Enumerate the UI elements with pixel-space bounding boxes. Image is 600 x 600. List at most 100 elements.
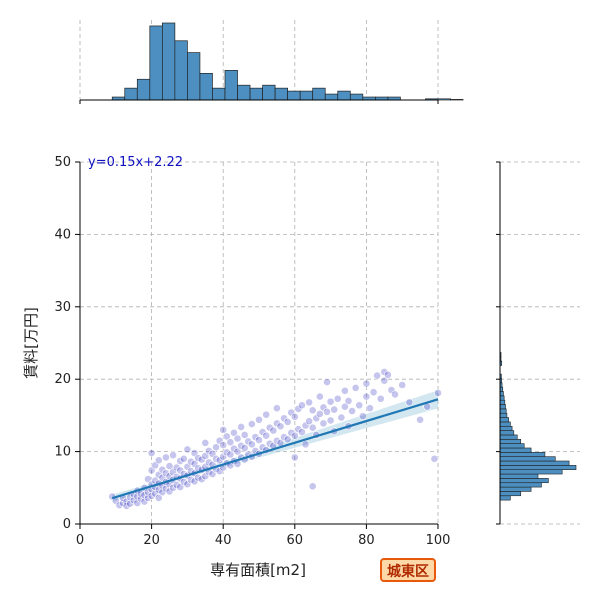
right-hist-bar: [499, 443, 525, 449]
x-axis-title: 専有面積[m2]: [210, 561, 306, 579]
scatter-point: [333, 394, 342, 403]
x-tick-label: 0: [76, 533, 84, 548]
scatter-point: [405, 398, 414, 407]
scatter-point: [362, 392, 371, 401]
top-hist-bar: [199, 72, 213, 101]
scatter-point: [147, 449, 156, 457]
scatter-point: [383, 370, 392, 379]
scatter-point: [344, 397, 353, 405]
scatter-point: [154, 456, 163, 465]
scatter-point: [226, 438, 235, 447]
scatter-point: [305, 417, 314, 426]
scatter-point: [391, 390, 399, 399]
scatter-point: [305, 398, 314, 407]
scatter-point: [308, 423, 317, 432]
right-hist-bar: [499, 425, 513, 431]
right-hist-bar: [499, 495, 511, 501]
right-hist-bar: [499, 399, 506, 405]
y-tick-label: 30: [54, 300, 71, 315]
scatter-point: [290, 431, 299, 440]
scatter-point: [233, 447, 242, 456]
scatter-point: [169, 451, 177, 460]
scatter-point: [355, 401, 364, 410]
right-hist-bar: [499, 404, 506, 410]
right-hist-bar: [499, 456, 556, 462]
right-hist-bar: [499, 491, 522, 497]
regression-line: [111, 398, 439, 500]
scatter-point: [219, 425, 228, 434]
scatter-point: [240, 444, 249, 452]
top-hist-bar: [274, 87, 288, 101]
scatter-points: [108, 368, 442, 510]
district-badge: 城東区: [380, 558, 436, 582]
right-hist-bar: [499, 486, 532, 492]
right-hist-bar: [499, 430, 515, 436]
right-hist-bar: [499, 391, 504, 397]
y-axis-title: 賃料[万円]: [22, 307, 40, 379]
scatter-point: [330, 405, 339, 414]
right-hist-bar: [499, 434, 518, 440]
right-hist-bar: [499, 421, 511, 427]
scatter-point: [262, 410, 271, 419]
top-hist-bar: [149, 25, 163, 101]
right-hist-bar: [499, 460, 570, 466]
scatter-point: [308, 406, 317, 415]
scatter-point: [298, 401, 306, 410]
scatter-point: [362, 379, 371, 388]
scatter-point: [233, 434, 242, 443]
top-hist-bar: [450, 99, 464, 101]
top-hist-bar: [349, 93, 364, 101]
right-hist-bar: [499, 447, 532, 453]
top-hist-bar: [299, 90, 314, 101]
scatter-point: [201, 439, 210, 447]
scatter-point: [416, 415, 424, 424]
right-hist-bar: [499, 408, 507, 414]
scatter-point: [398, 381, 407, 389]
right-histogram-gridlines: [500, 161, 580, 525]
right-hist-bar: [499, 469, 563, 475]
top-hist-bar: [262, 84, 276, 101]
right-hist-bar: [499, 473, 539, 479]
scatter-point: [290, 453, 299, 462]
right-hist-bar: [499, 395, 505, 401]
scatter-point: [222, 432, 231, 441]
scatter-point: [434, 389, 442, 397]
top-hist-bar: [249, 87, 263, 101]
scatter-point: [323, 378, 331, 386]
y-tick-label: 50: [54, 155, 71, 170]
scatter-point: [380, 376, 389, 385]
scatter-point: [358, 412, 367, 421]
top-hist-bar: [324, 93, 339, 101]
scatter-point: [323, 407, 331, 416]
x-tick-label: 100: [426, 533, 451, 548]
scatter-point: [326, 397, 335, 406]
scatter-point: [348, 407, 356, 415]
y-tick-label: 0: [63, 517, 71, 532]
scatter-point: [315, 392, 324, 401]
y-tick-label: 40: [54, 227, 71, 242]
scatter-point: [351, 383, 360, 392]
scatter-point: [183, 445, 192, 454]
top-hist-bar: [312, 87, 326, 101]
scatter-point: [283, 418, 292, 426]
right-hist-bar: [499, 478, 549, 484]
scatter-point: [255, 436, 263, 444]
scatter-point: [301, 440, 310, 449]
scatter-point: [247, 420, 256, 428]
x-tick-label: 60: [287, 533, 304, 548]
top-hist-bar: [124, 87, 138, 101]
scatter-point: [376, 394, 385, 403]
scatter-point: [226, 450, 235, 459]
scatter-point: [341, 386, 349, 395]
right-hist-bar: [499, 452, 546, 457]
top-hist-bar: [212, 87, 226, 101]
scatter-point: [337, 413, 346, 422]
tick-labels: 0 20 40 60 80 100 0 10 20 30 40 50: [54, 155, 450, 548]
right-hist-bar: [499, 417, 509, 423]
scatter-point: [154, 494, 163, 502]
scatter-point: [272, 404, 281, 413]
top-hist-bar: [337, 90, 351, 101]
x-tick-label: 40: [215, 533, 232, 548]
scatter-point: [430, 454, 439, 463]
top-hist-bar: [437, 98, 451, 101]
